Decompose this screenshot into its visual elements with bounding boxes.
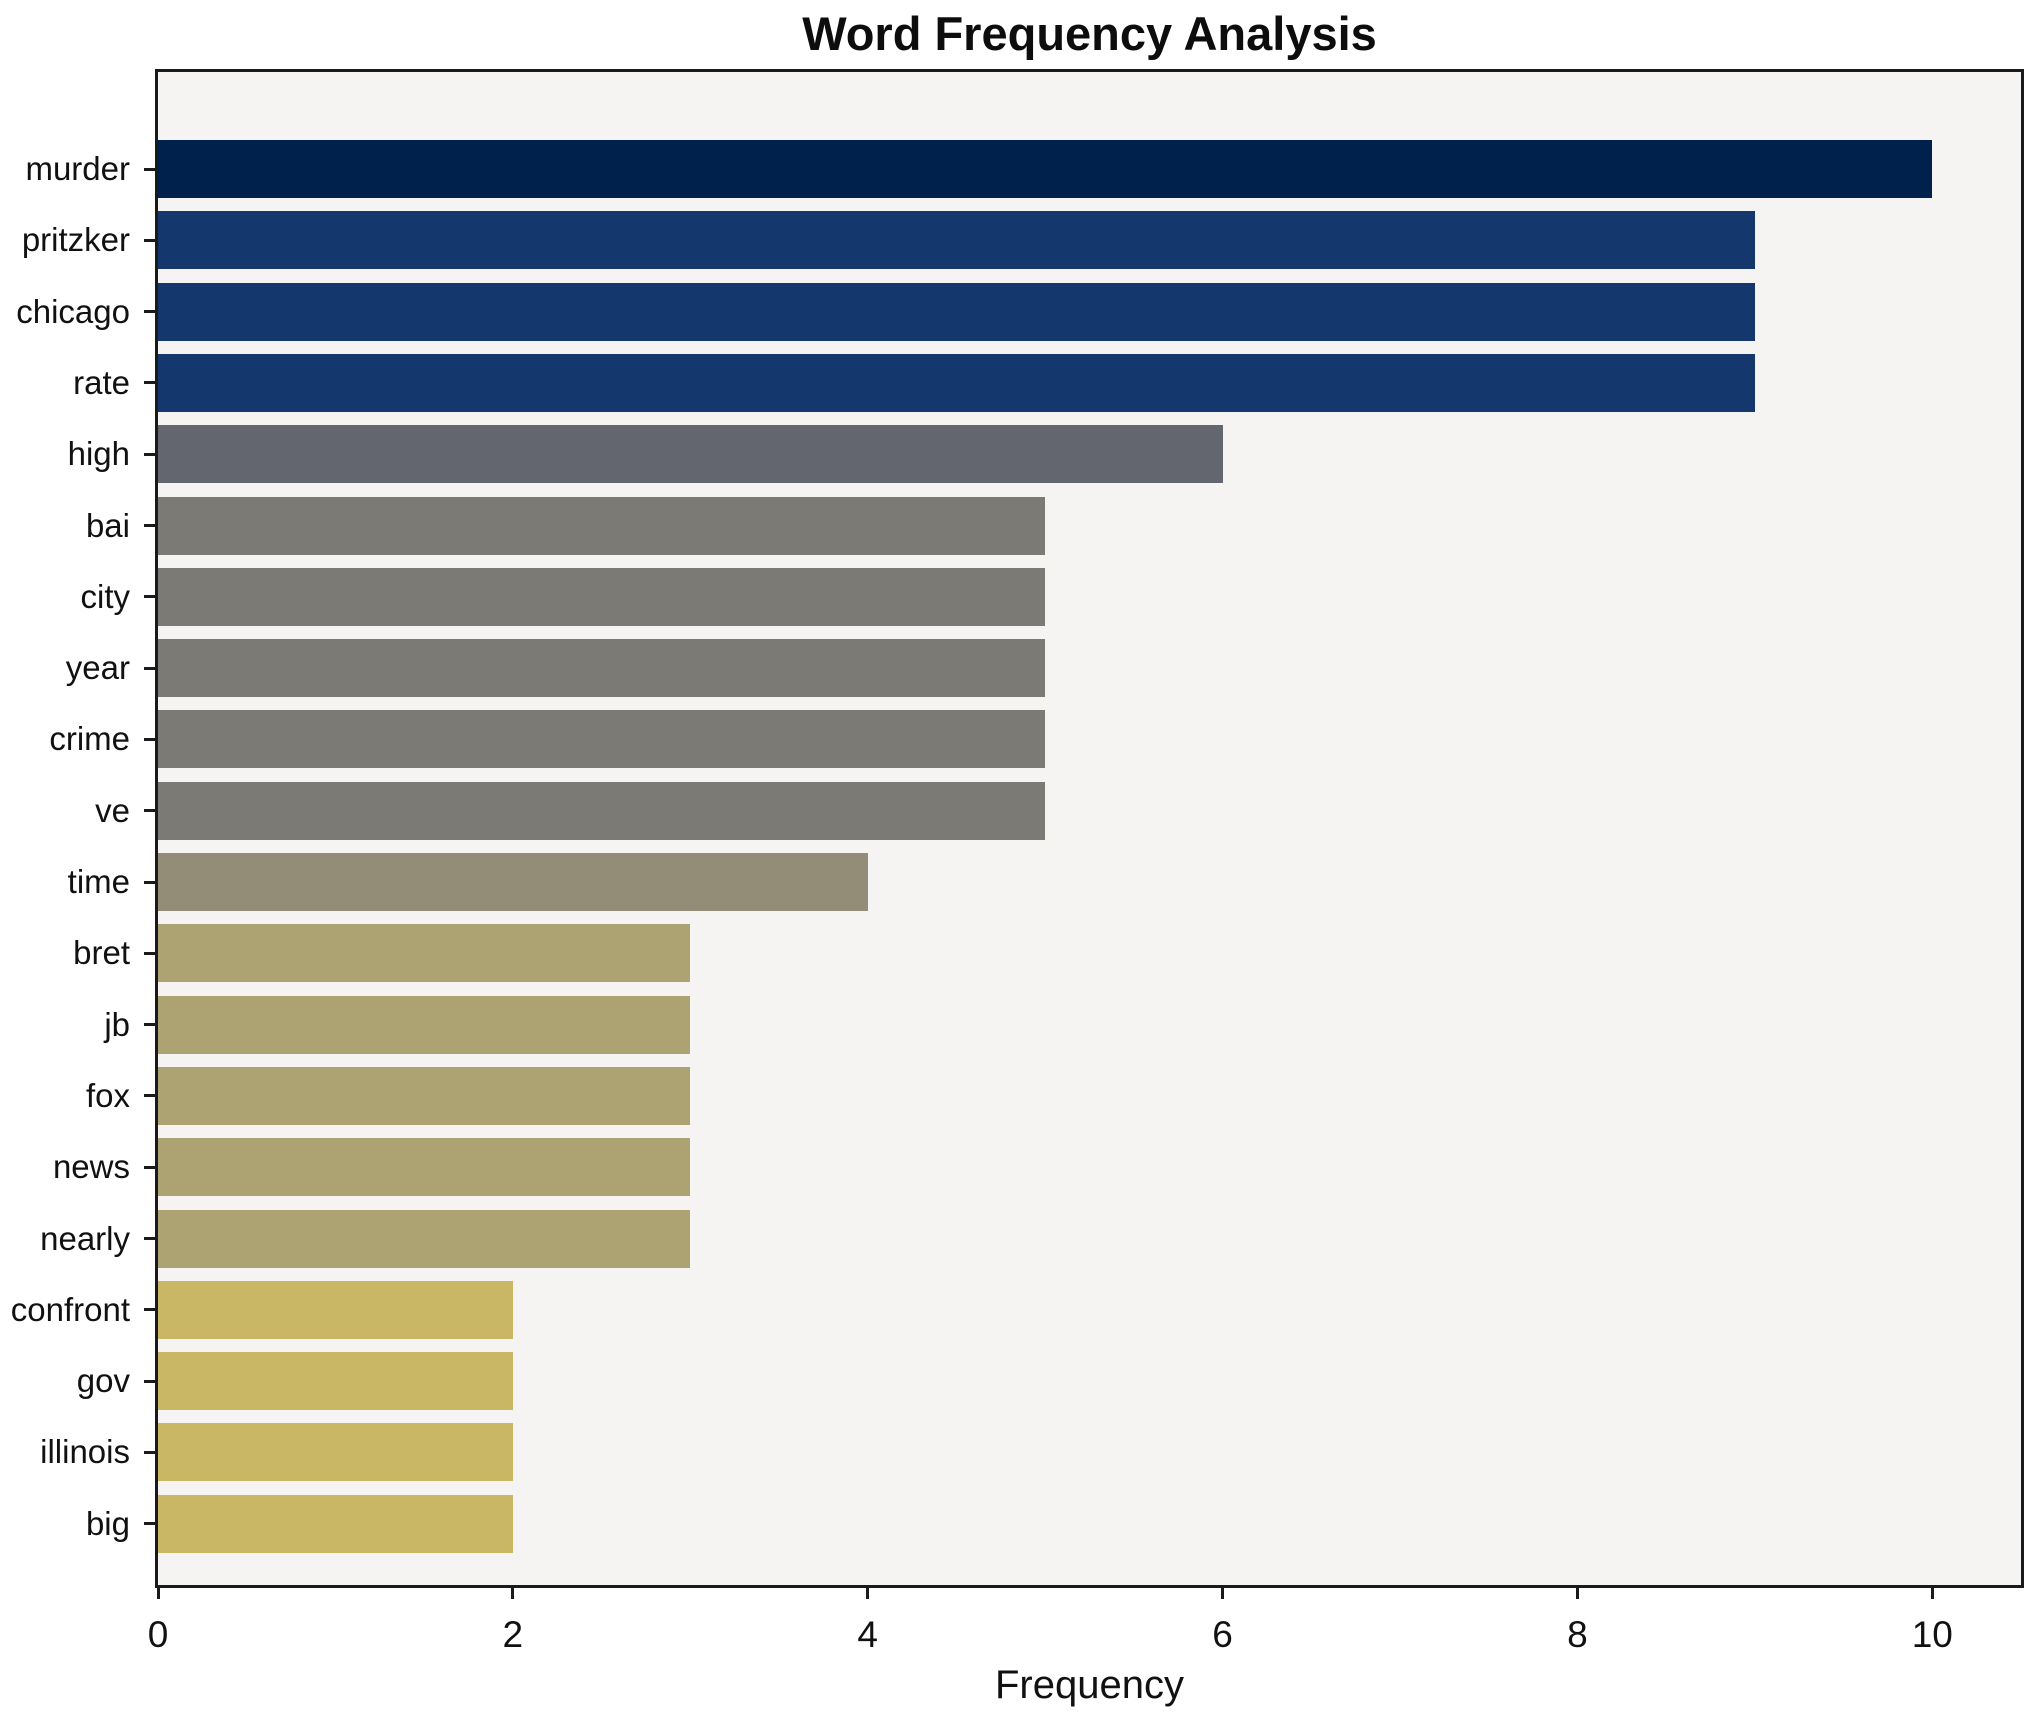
y-tick-mark [144,1308,157,1312]
y-tick-mark [144,1450,157,1454]
bar-time [158,853,868,911]
bar-high [158,425,1223,484]
y-tick-mark [144,1165,157,1169]
y-tick-label-city: city [80,577,131,615]
y-tick-mark [144,809,157,813]
x-tick-mark [866,1585,870,1599]
bar-jb [158,995,691,1054]
y-tick-mark [144,595,157,599]
bar-bai [158,496,1046,555]
y-tick-mark [144,1023,157,1027]
y-tick-label-year: year [65,649,130,687]
bar-city [158,567,1046,626]
bar-rate [158,353,1755,412]
y-tick-label-high: high [67,435,130,473]
y-tick-mark [144,238,157,242]
y-tick-label-confront: confront [10,1290,130,1328]
x-tick-label-0: 0 [147,1614,169,1655]
plot-area [155,69,2024,1588]
y-tick-mark [144,452,157,456]
y-tick-mark [144,381,157,385]
bar-crime [158,710,1046,769]
y-tick-mark [144,167,157,171]
y-tick-label-news: news [52,1148,130,1186]
x-tick-label-8: 8 [1567,1614,1588,1655]
bar-ve [158,781,1046,840]
y-tick-label-jb: jb [104,1005,130,1043]
bar-gov [158,1352,513,1411]
bar-pritzker [158,211,1755,270]
x-tick-mark [511,1585,515,1599]
x-tick-mark [1575,1585,1579,1599]
bar-big [158,1494,513,1553]
bar-illinois [158,1423,513,1482]
bar-nearly [158,1209,691,1268]
y-tick-label-ve: ve [95,791,130,829]
y-tick-mark [144,1094,157,1098]
y-tick-label-bret: bret [73,934,130,972]
bar-confront [158,1280,513,1339]
x-tick-label-4: 4 [857,1614,878,1655]
y-tick-label-big: big [85,1504,130,1542]
y-tick-mark [144,310,157,314]
y-tick-label-chicago: chicago [16,292,130,330]
y-tick-mark [144,1379,157,1383]
x-tick-label-2: 2 [502,1614,524,1655]
y-tick-label-murder: murder [25,150,130,187]
y-tick-mark [144,737,157,741]
y-tick-label-time: time [67,863,130,900]
bar-fox [158,1066,691,1125]
y-tick-label-gov: gov [76,1362,130,1400]
y-tick-mark [144,1237,157,1240]
bar-news [158,1138,691,1197]
y-tick-label-nearly: nearly [40,1219,130,1257]
x-tick-label-6: 6 [1212,1614,1233,1655]
y-tick-mark [144,524,157,527]
y-tick-label-fox: fox [85,1076,130,1114]
x-axis-title: Frequency [995,1663,1184,1707]
y-tick-mark [144,951,157,955]
y-tick-mark [144,666,157,670]
chart-title: Word Frequency Analysis [802,7,1377,60]
x-tick-label-10: 10 [1911,1614,1953,1655]
bar-murder [158,140,1933,198]
y-tick-mark [144,880,157,884]
y-tick-label-crime: crime [49,720,130,758]
bar-year [158,639,1046,698]
bar-bret [158,924,691,983]
y-tick-label-bai: bai [85,506,130,544]
y-tick-label-illinois: illinois [40,1433,130,1471]
y-tick-mark [144,1522,157,1526]
y-tick-label-rate: rate [73,363,130,401]
bar-chicago [158,282,1755,341]
x-tick-mark [156,1585,160,1599]
y-tick-label-pritzker: pritzker [21,221,130,259]
x-tick-mark [1221,1585,1225,1599]
x-tick-mark [1930,1585,1934,1599]
